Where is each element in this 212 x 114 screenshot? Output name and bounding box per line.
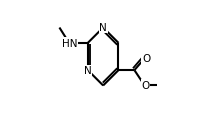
- Text: N: N: [99, 23, 107, 33]
- Text: O: O: [142, 54, 150, 64]
- Text: O: O: [141, 80, 150, 90]
- Text: HN: HN: [62, 39, 77, 48]
- Text: N: N: [84, 66, 92, 76]
